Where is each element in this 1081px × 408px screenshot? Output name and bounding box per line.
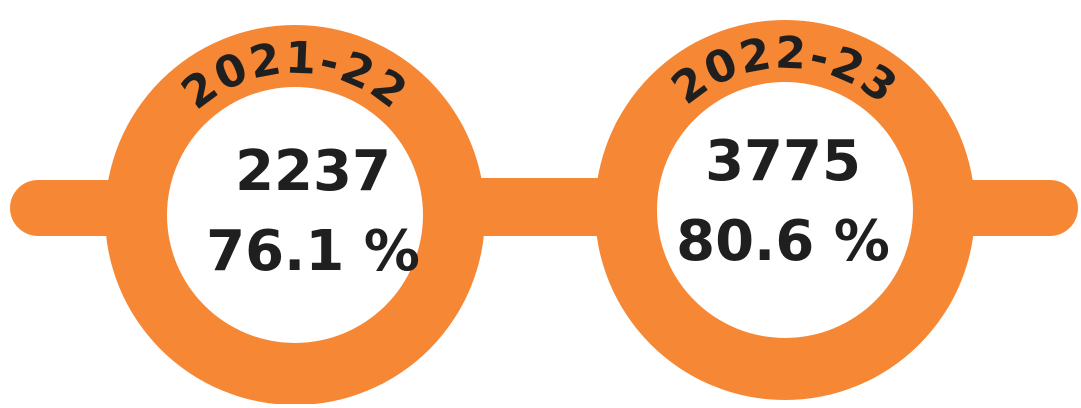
right-lens [657,82,913,338]
percent: 76.1 % [206,219,420,284]
percent: 80.6 % [676,209,890,274]
count: 3775 [705,129,861,194]
left-lens [167,87,423,343]
count: 2237 [235,139,391,204]
